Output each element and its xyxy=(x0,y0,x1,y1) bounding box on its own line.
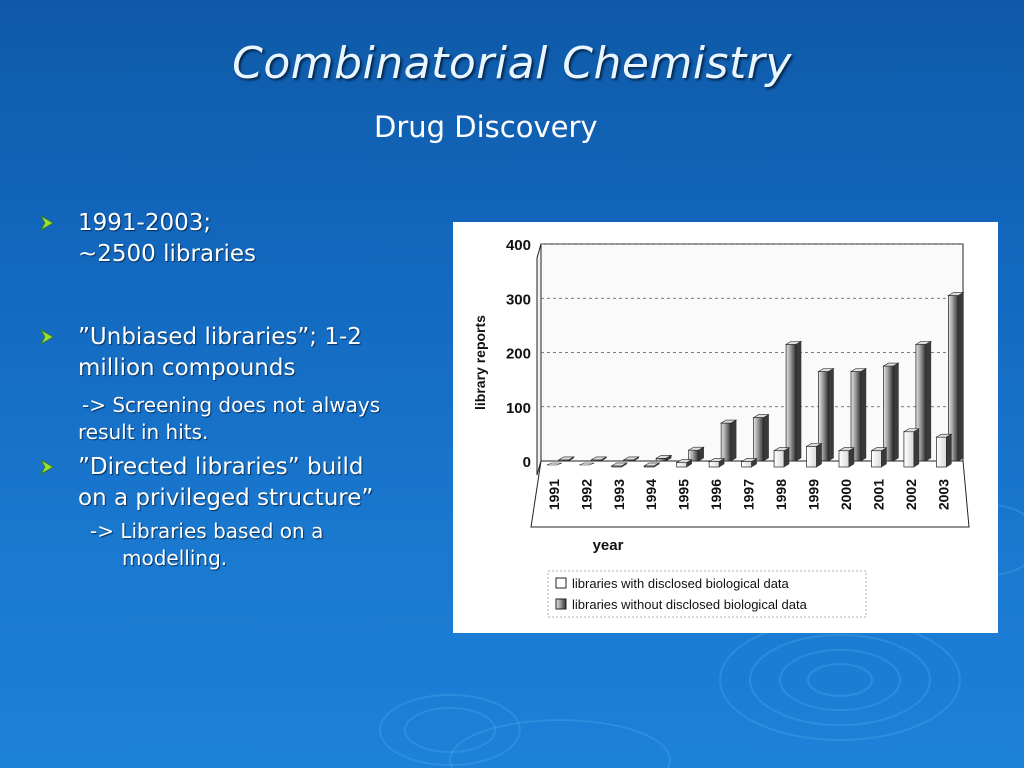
bar-without-data xyxy=(655,457,667,462)
y-tick-label: 300 xyxy=(506,291,531,308)
bar-with-data xyxy=(676,462,688,468)
bar-without-data-side xyxy=(828,368,834,462)
bar-with-data-side xyxy=(848,447,855,468)
bar-with-data-side xyxy=(946,433,952,468)
bar-with-data-side xyxy=(913,428,920,468)
bar-with-data-side xyxy=(881,447,887,468)
y-tick-label: 200 xyxy=(506,346,531,363)
x-tick-label: 2003 xyxy=(935,479,951,510)
sub-bullet-text: modelling. xyxy=(122,546,228,570)
bar-without-data-side xyxy=(860,368,867,462)
bar-with-data xyxy=(871,450,882,468)
bar-with-data-side xyxy=(718,458,725,468)
x-tick-label: 1995 xyxy=(676,479,692,510)
x-tick-label: 1993 xyxy=(611,479,627,510)
bar-with-data xyxy=(903,431,915,468)
x-axis-label: year xyxy=(593,537,624,554)
bar-without-data-side xyxy=(568,456,575,462)
bullet-text: ”Unbiased libraries”; 1-2 xyxy=(78,324,362,350)
bullet-item: ”Directed libraries” build on a privileg… xyxy=(38,452,438,572)
bar-with-data-side xyxy=(783,447,790,468)
x-tick-label: 2001 xyxy=(870,479,886,510)
bullet-text: ~2500 libraries xyxy=(78,241,257,267)
bar-without-data-side xyxy=(763,414,769,462)
bar-with-data xyxy=(806,446,817,468)
bar-with-data xyxy=(838,450,850,468)
bar-without-data-side xyxy=(633,456,639,462)
legend-label: libraries without disclosed biological d… xyxy=(572,597,808,612)
bar-with-data xyxy=(546,462,562,466)
bar-with-data-side xyxy=(751,458,757,468)
legend-box xyxy=(547,570,867,618)
x-tick-label: 2002 xyxy=(903,479,919,510)
x-tick-label: 1996 xyxy=(708,479,724,510)
bar-without-data xyxy=(753,417,764,462)
x-tick-label: 1997 xyxy=(741,479,757,510)
x-tick-label: 1994 xyxy=(643,479,659,510)
bar-without-data-side xyxy=(601,456,607,462)
y-tick-label: 100 xyxy=(506,400,531,417)
y-axis-label: library reports xyxy=(472,315,488,410)
y-tick-label: 0 xyxy=(523,454,531,471)
legend-swatch-with-data xyxy=(555,577,567,589)
chart-panel: 0 100 200 300 400 library reports 1991 1992 1993… xyxy=(453,222,998,633)
bullet-list: 1991-2003; ~2500 libraries ”Unbiased lib… xyxy=(38,208,438,572)
bar-without-data xyxy=(883,365,894,462)
bar-with-data-side xyxy=(686,459,692,468)
bar-with-data xyxy=(579,462,595,466)
bullet-text: million compounds xyxy=(78,355,296,381)
bullet-item: 1991-2003; ~2500 libraries xyxy=(38,208,438,270)
bar-without-data-side xyxy=(730,419,737,462)
arrow-bullet-icon xyxy=(40,459,54,475)
x-tick-label: 1991 xyxy=(546,479,562,510)
bar-without-data-side xyxy=(666,454,672,462)
bar-with-data xyxy=(773,450,785,468)
left-wall xyxy=(536,243,542,476)
x-tick-label: 1998 xyxy=(773,479,789,510)
bar-without-data-side xyxy=(958,292,964,462)
bar-without-data-side xyxy=(925,341,932,462)
arrow-bullet-icon xyxy=(40,329,54,345)
bar-without-data xyxy=(785,344,797,462)
bar-without-data-side xyxy=(795,341,802,462)
sub-bullet-text: result in hits. xyxy=(78,420,209,444)
bar-with-data xyxy=(936,436,947,468)
x-tick-label: 1992 xyxy=(578,479,594,510)
x-tick-label: 1999 xyxy=(806,479,822,510)
sub-bullet-text: -> Libraries based on a xyxy=(90,519,324,543)
bar-without-data xyxy=(720,422,732,462)
legend-label: libraries with disclosed biological data xyxy=(572,576,790,591)
bar-with-data xyxy=(708,461,720,468)
bar-with-data xyxy=(741,461,752,468)
bullet-text: 1991-2003; xyxy=(78,210,212,236)
bar-with-data-side xyxy=(816,443,822,468)
bar-without-data-side xyxy=(698,446,704,462)
bullet-text: ”Directed libraries” build xyxy=(78,454,364,480)
bar-chart: 0 100 200 300 400 library reports 1991 1992 1993… xyxy=(472,237,970,618)
bar-without-data-side xyxy=(893,362,899,462)
legend-swatch-without-data xyxy=(555,598,567,610)
arrow-bullet-icon xyxy=(40,215,54,231)
bar-with-data-side xyxy=(621,462,627,468)
bar-with-data-side xyxy=(654,462,660,468)
bullet-item: ”Unbiased libraries”; 1-2 million compou… xyxy=(38,322,438,446)
x-tick-label: 2000 xyxy=(838,479,854,510)
slide-subtitle: Drug Discovery xyxy=(374,110,598,144)
bullet-text: on a privileged structure” xyxy=(78,485,374,511)
sub-bullet-text: -> Screening does not always xyxy=(82,393,381,417)
slide-title: Combinatorial Chemistry xyxy=(232,38,792,89)
y-tick-label: 400 xyxy=(506,237,531,254)
